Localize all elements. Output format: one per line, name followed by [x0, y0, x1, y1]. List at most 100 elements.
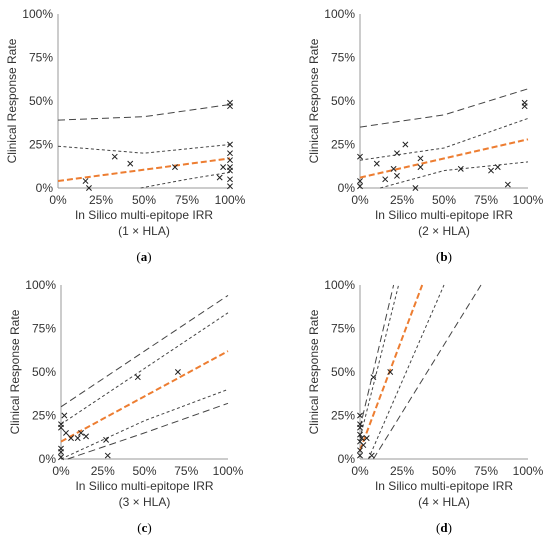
- y-tick-label: 0%: [36, 181, 54, 195]
- confidence-band-lower: [140, 171, 231, 189]
- confidence-band-upper: [57, 144, 231, 154]
- prediction-band-upper: [57, 104, 231, 121]
- x-tick-label: 100%: [513, 464, 544, 478]
- x-tick-label: 50%: [132, 193, 156, 207]
- data-point: [457, 165, 464, 172]
- data-point: [68, 435, 74, 442]
- data-point: [63, 429, 69, 436]
- data-point: [82, 178, 89, 184]
- data-point: [83, 433, 90, 440]
- x-tick-label: 100%: [213, 464, 244, 478]
- data-point: [357, 452, 363, 459]
- trend-line: [359, 138, 529, 179]
- y-axis-title: Clinical Response Rate: [5, 38, 19, 163]
- y-tick-label: 100%: [324, 278, 355, 292]
- x-tick-label: 100%: [513, 193, 544, 207]
- confidence-band-lower: [380, 161, 529, 189]
- x-tick-label: 100%: [215, 193, 246, 207]
- data-point: [363, 435, 370, 442]
- data-point: [103, 436, 110, 443]
- y-tick-label: 0%: [39, 452, 57, 466]
- data-point: [382, 176, 389, 183]
- panel-label: (d): [436, 520, 452, 535]
- data-point: [417, 155, 424, 162]
- data-point: [488, 167, 494, 174]
- x-tick-label: 0%: [351, 464, 369, 478]
- x-axis-title: In Silico multi-epitope IRR: [375, 479, 513, 493]
- data-point: [220, 164, 227, 171]
- data-point: [373, 160, 380, 167]
- data-point: [216, 174, 223, 181]
- data-point: [357, 447, 363, 454]
- data-point: [227, 103, 233, 110]
- x-axis-title: In Silico multi-epitope IRR: [375, 208, 513, 222]
- trend-line: [57, 157, 231, 182]
- data-point: [412, 185, 419, 191]
- y-tick-label: 0%: [338, 181, 356, 195]
- panel-c: 0% 25% 50% 75% 100% 0% 25% 50% 75% 100% Clinical R…: [8, 278, 244, 535]
- data-point: [127, 160, 134, 167]
- y-tick-label: 100%: [22, 7, 53, 21]
- data-point: [172, 164, 178, 171]
- data-point: [174, 369, 181, 375]
- data-point: [357, 178, 363, 184]
- x-tick-label: 75%: [174, 464, 198, 478]
- x-tick-label: 25%: [390, 464, 414, 478]
- prediction-band-upper: [359, 284, 395, 428]
- data-point: [227, 141, 233, 148]
- y-axis-title: Clinical Response Rate: [8, 309, 22, 434]
- confidence-band-upper: [359, 284, 400, 439]
- x-tick-label: 75%: [474, 193, 498, 207]
- data-point: [360, 442, 367, 449]
- data-point: [74, 435, 81, 442]
- data-point: [504, 181, 511, 188]
- x-tick-label: 25%: [89, 193, 113, 207]
- data-point: [417, 164, 424, 171]
- data-point: [370, 374, 377, 381]
- y-tick-label: 75%: [32, 322, 56, 336]
- data-point: [58, 449, 64, 455]
- x-axis-subtitle: (1 × HLA): [118, 224, 170, 238]
- x-axis-subtitle: (3 × HLA): [119, 495, 171, 509]
- confidence-band-upper: [60, 312, 229, 425]
- data-point: [390, 165, 397, 172]
- x-tick-label: 25%: [390, 193, 414, 207]
- prediction-band-lower: [67, 402, 229, 460]
- data-point: [368, 452, 375, 459]
- y-tick-label: 25%: [331, 138, 355, 152]
- data-point: [357, 431, 363, 438]
- data-point: [357, 183, 363, 190]
- data-point: [357, 153, 363, 160]
- confidence-band-lower: [367, 284, 445, 460]
- x-tick-label: 50%: [132, 464, 156, 478]
- y-tick-label: 0%: [338, 452, 356, 466]
- prediction-band-lower: [372, 284, 482, 460]
- x-axis-title: In Silico multi-epitope IRR: [75, 479, 213, 493]
- y-tick-label: 100%: [25, 278, 56, 292]
- data-point: [357, 412, 363, 419]
- x-tick-label: 25%: [91, 464, 115, 478]
- y-tick-label: 100%: [324, 7, 355, 21]
- data-point: [227, 183, 233, 190]
- data-point: [387, 369, 394, 375]
- data-point: [111, 153, 118, 160]
- data-point: [134, 374, 141, 381]
- x-tick-label: 75%: [175, 193, 199, 207]
- data-point: [227, 150, 233, 157]
- y-tick-label: 25%: [29, 138, 53, 152]
- data-point: [357, 424, 363, 431]
- trend-line: [359, 284, 424, 451]
- trend-line: [60, 350, 229, 443]
- x-tick-label: 50%: [432, 193, 456, 207]
- x-axis-subtitle: (4 × HLA): [418, 495, 470, 509]
- data-point: [494, 164, 501, 171]
- data-point: [61, 412, 68, 419]
- y-tick-label: 75%: [331, 51, 355, 65]
- data-point: [58, 424, 64, 431]
- x-axis-title: In Silico multi-epitope IRR: [75, 208, 213, 222]
- data-point: [394, 172, 400, 179]
- x-tick-label: 0%: [49, 193, 67, 207]
- data-point: [358, 435, 365, 442]
- y-axis-title: Clinical Response Rate: [307, 309, 321, 434]
